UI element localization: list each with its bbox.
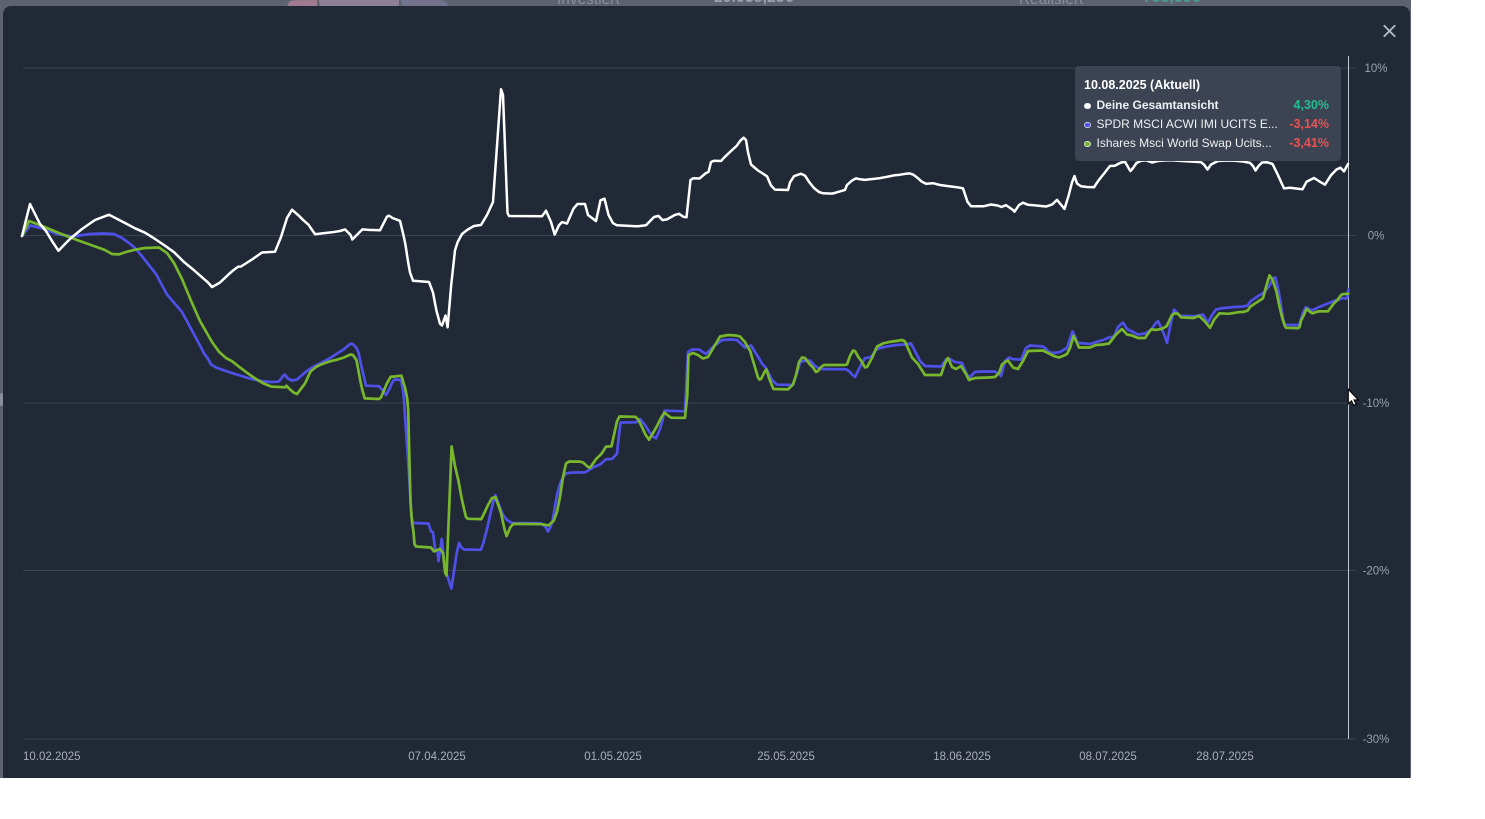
svg-text:-10%: -10% bbox=[1363, 398, 1390, 410]
svg-text:0%: 0% bbox=[1368, 231, 1385, 243]
svg-text:-30%: -30% bbox=[1363, 734, 1390, 746]
svg-text:28.07.2025: 28.07.2025 bbox=[1196, 751, 1254, 763]
svg-text:18.06.2025: 18.06.2025 bbox=[933, 751, 991, 763]
svg-text:01.05.2025: 01.05.2025 bbox=[584, 751, 642, 763]
svg-text:08.07.2025: 08.07.2025 bbox=[1079, 751, 1137, 763]
svg-text:10.02.2025: 10.02.2025 bbox=[23, 751, 81, 763]
svg-text:10%: 10% bbox=[1364, 63, 1387, 75]
svg-text:-20%: -20% bbox=[1363, 566, 1390, 578]
svg-text:07.04.2025: 07.04.2025 bbox=[408, 751, 466, 763]
svg-text:25.05.2025: 25.05.2025 bbox=[757, 751, 815, 763]
